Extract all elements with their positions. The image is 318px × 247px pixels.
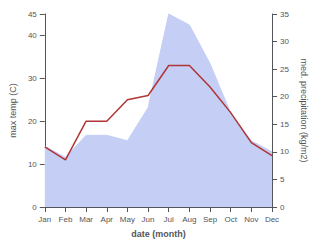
svg-text:max temp (C): max temp (C): [8, 83, 18, 138]
svg-text:40: 40: [28, 31, 37, 40]
svg-text:Oct: Oct: [224, 215, 237, 224]
svg-text:Jul: Jul: [164, 215, 174, 224]
svg-text:35: 35: [280, 10, 289, 19]
svg-text:0: 0: [280, 203, 285, 212]
svg-text:Apr: Apr: [101, 215, 114, 224]
svg-text:Dec: Dec: [265, 215, 279, 224]
svg-text:med. precipitation (kg/m2): med. precipitation (kg/m2): [299, 58, 309, 162]
svg-text:Nov: Nov: [244, 215, 258, 224]
svg-text:0: 0: [32, 203, 37, 212]
svg-text:20: 20: [28, 117, 37, 126]
svg-text:Jun: Jun: [142, 215, 155, 224]
svg-text:Feb: Feb: [59, 215, 73, 224]
svg-text:date (month): date (month): [131, 229, 186, 239]
svg-text:May: May: [120, 215, 135, 224]
svg-text:30: 30: [280, 37, 289, 46]
svg-text:Sep: Sep: [203, 215, 218, 224]
svg-text:Jan: Jan: [38, 215, 51, 224]
svg-text:10: 10: [280, 147, 289, 156]
svg-text:10: 10: [28, 160, 37, 169]
svg-text:5: 5: [280, 175, 285, 184]
svg-text:20: 20: [280, 92, 289, 101]
svg-text:45: 45: [28, 10, 37, 19]
svg-text:15: 15: [280, 120, 289, 129]
svg-text:25: 25: [280, 65, 289, 74]
svg-text:Mar: Mar: [79, 215, 93, 224]
svg-text:30: 30: [28, 74, 37, 83]
svg-text:Aug: Aug: [182, 215, 196, 224]
